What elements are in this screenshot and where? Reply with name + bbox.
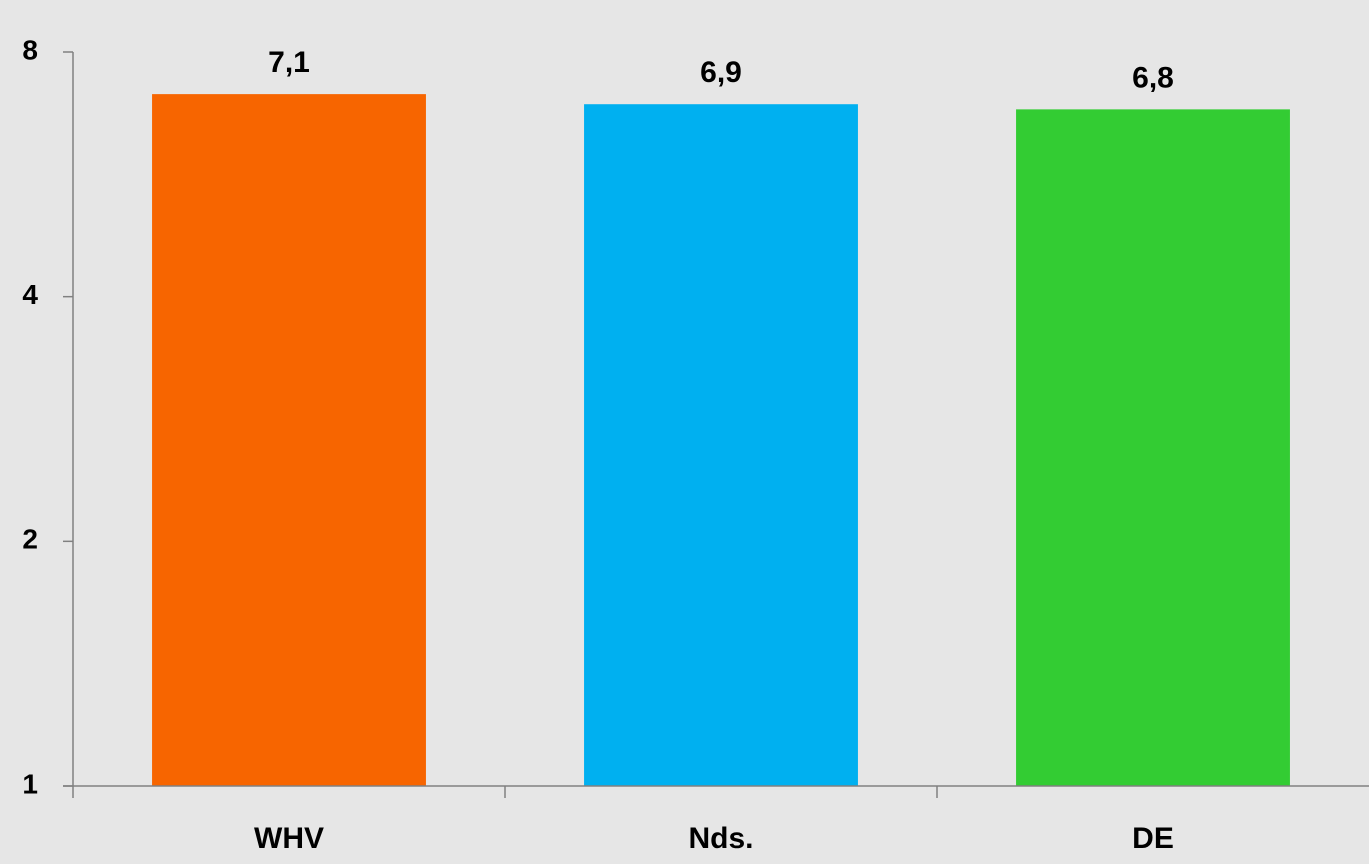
data-label: 7,1 xyxy=(268,46,310,79)
data-label: 6,9 xyxy=(700,56,742,89)
x-tick-label: Nds. xyxy=(688,822,753,855)
y-axis: 1 2 4 8 xyxy=(22,34,74,799)
data-label: 6,8 xyxy=(1132,61,1174,94)
x-tick-label: WHV xyxy=(254,822,324,855)
bar-nds xyxy=(584,104,858,786)
data-labels-group: 7,1 6,9 6,8 xyxy=(268,46,1174,94)
bar-de xyxy=(1016,109,1290,786)
bar-whv xyxy=(152,94,426,786)
y-tick-label: 8 xyxy=(22,34,38,65)
y-tick-label: 1 xyxy=(22,768,38,799)
x-tick-label: DE xyxy=(1132,822,1174,855)
bars-group xyxy=(152,94,1290,786)
x-axis: WHV Nds. DE xyxy=(63,785,1369,855)
y-tick-label: 4 xyxy=(22,279,38,310)
y-tick-label: 2 xyxy=(22,524,38,555)
